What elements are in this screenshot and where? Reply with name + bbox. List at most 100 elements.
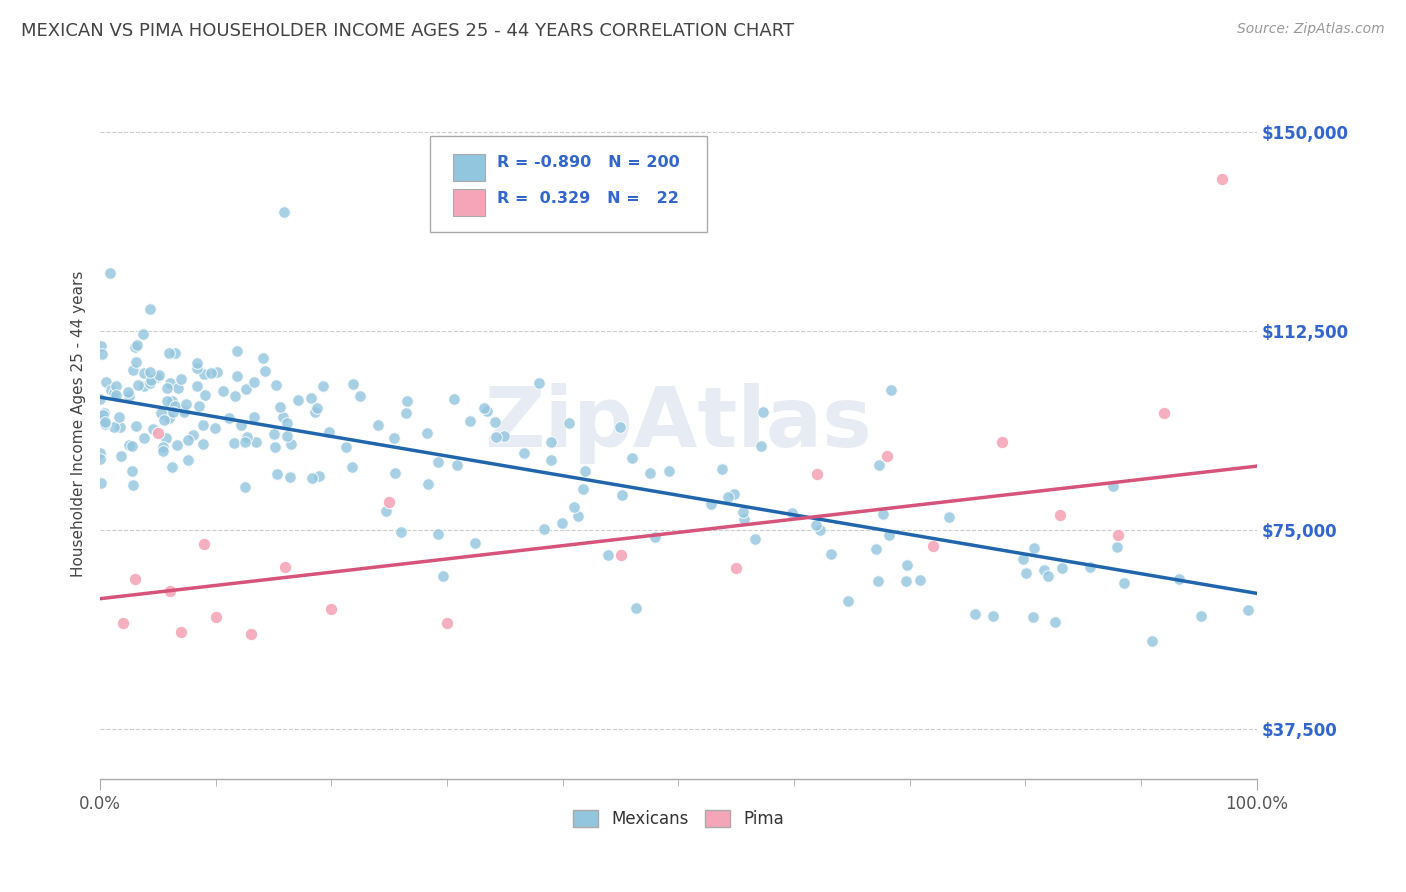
Point xyxy=(1012,551,1035,566)
Point xyxy=(321,602,343,616)
Point xyxy=(908,573,931,587)
Point xyxy=(122,478,145,492)
Point xyxy=(658,464,681,478)
Point xyxy=(475,403,498,417)
Point xyxy=(1167,572,1189,586)
Point xyxy=(94,415,117,429)
Point xyxy=(205,365,228,379)
Point xyxy=(233,480,256,494)
Point xyxy=(308,469,330,483)
Point xyxy=(105,379,128,393)
Point xyxy=(868,458,890,473)
Point xyxy=(304,405,326,419)
Point xyxy=(1211,171,1233,186)
Point xyxy=(225,344,247,359)
Point xyxy=(276,429,298,443)
Point xyxy=(610,488,633,502)
Point xyxy=(1022,610,1045,624)
Point xyxy=(1101,479,1123,493)
Point xyxy=(193,537,215,551)
Point xyxy=(432,568,454,582)
Point xyxy=(253,364,276,378)
Point xyxy=(276,416,298,430)
Point xyxy=(271,409,294,424)
Point xyxy=(806,518,828,533)
Point xyxy=(896,574,918,589)
Point xyxy=(609,419,631,434)
Point xyxy=(166,381,188,395)
Point xyxy=(152,440,174,454)
Point xyxy=(443,392,465,406)
Point xyxy=(458,414,481,428)
Point xyxy=(245,434,267,449)
Point xyxy=(117,385,139,400)
Point xyxy=(733,505,755,519)
Point xyxy=(752,405,775,419)
Point xyxy=(89,446,111,460)
Point xyxy=(367,418,389,433)
Point xyxy=(389,524,412,539)
Point xyxy=(1078,560,1101,574)
Point xyxy=(269,401,291,415)
Point xyxy=(342,376,364,391)
Point xyxy=(170,624,193,639)
Point xyxy=(191,437,214,451)
Point xyxy=(596,549,619,563)
Point xyxy=(146,425,169,440)
Point xyxy=(118,389,141,403)
Point xyxy=(121,464,143,478)
Point xyxy=(243,409,266,424)
Point xyxy=(148,368,170,382)
Point xyxy=(494,429,516,443)
Point xyxy=(378,495,401,509)
Point xyxy=(416,425,439,440)
Point xyxy=(125,419,148,434)
Point xyxy=(110,450,132,464)
Point xyxy=(132,366,155,380)
Point xyxy=(474,401,496,416)
Point xyxy=(301,471,323,485)
Point xyxy=(416,477,439,491)
Point xyxy=(157,410,180,425)
Point xyxy=(103,420,125,434)
Point xyxy=(218,411,240,425)
Point xyxy=(820,547,842,561)
Point xyxy=(157,346,180,360)
Point xyxy=(710,461,733,475)
Point xyxy=(1036,569,1059,583)
Point xyxy=(384,467,406,481)
Point xyxy=(375,504,398,518)
Point xyxy=(1112,576,1135,591)
Point xyxy=(224,389,246,403)
Point xyxy=(107,409,129,424)
Point xyxy=(342,460,364,475)
Point xyxy=(94,417,117,432)
Point xyxy=(142,422,165,436)
Point xyxy=(252,351,274,365)
Point xyxy=(125,338,148,352)
Point xyxy=(193,418,215,433)
Point xyxy=(780,506,803,520)
Point xyxy=(558,416,581,430)
Point xyxy=(717,490,740,504)
Point xyxy=(173,405,195,419)
Point xyxy=(90,476,112,491)
Point xyxy=(1045,615,1067,629)
Point xyxy=(236,430,259,444)
Point xyxy=(638,466,661,480)
Point xyxy=(1107,540,1129,554)
Point xyxy=(1015,566,1038,580)
Point xyxy=(485,430,508,444)
Point xyxy=(118,438,141,452)
Point xyxy=(162,405,184,419)
Point xyxy=(233,435,256,450)
Point xyxy=(91,408,114,422)
Text: MEXICAN VS PIMA HOUSEHOLDER INCOME AGES 25 - 44 YEARS CORRELATION CHART: MEXICAN VS PIMA HOUSEHOLDER INCOME AGES … xyxy=(21,22,794,40)
Point xyxy=(922,539,945,553)
Point xyxy=(1142,633,1164,648)
Point xyxy=(567,508,589,523)
Point xyxy=(808,523,831,537)
Point xyxy=(89,452,111,467)
Point xyxy=(551,516,574,531)
Point xyxy=(177,433,200,447)
